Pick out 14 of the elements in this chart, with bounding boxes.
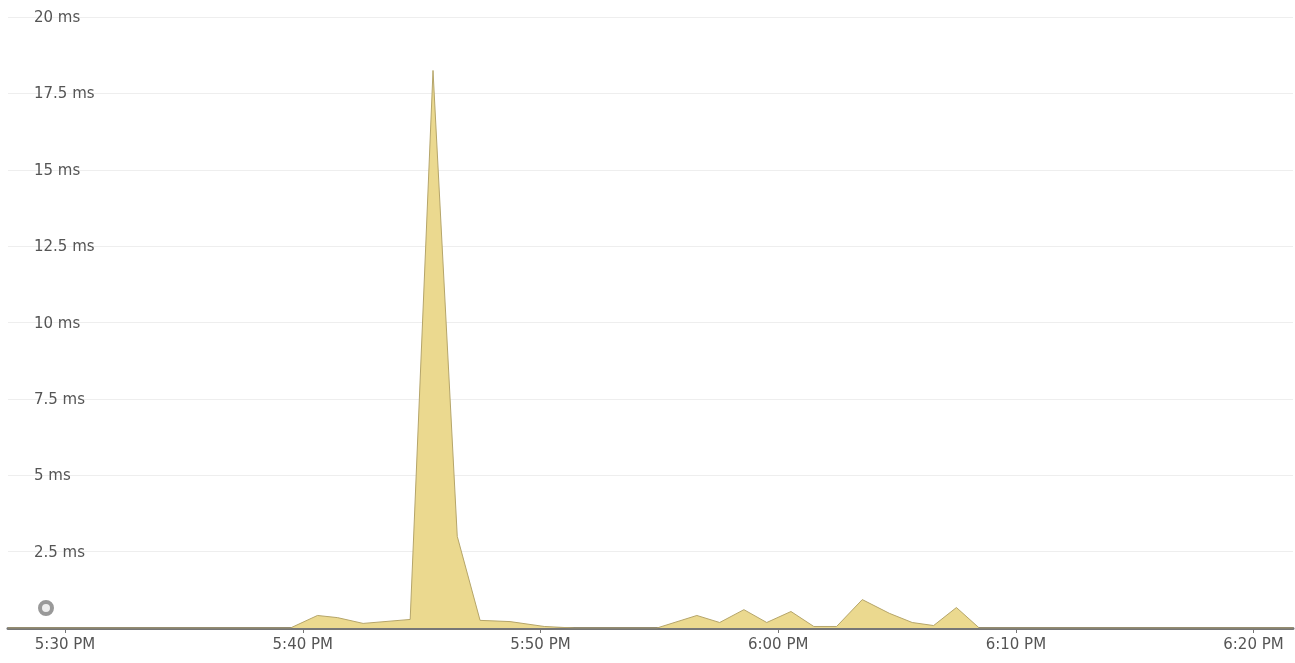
y-tick-label: 15 ms xyxy=(34,160,81,179)
y-tick-label: 20 ms xyxy=(34,8,81,26)
y-tick-label: 12.5 ms xyxy=(34,237,95,256)
x-tick-label: 6:00 PM xyxy=(747,634,809,653)
y-tick-label: 5 ms xyxy=(34,466,71,485)
y-tick-label: 7.5 ms xyxy=(34,389,86,408)
y-tick-label: 2.5 ms xyxy=(34,542,86,561)
x-tick-label: 6:10 PM xyxy=(985,634,1047,653)
y-tick-label: 17.5 ms xyxy=(34,84,95,103)
x-tick-label: 5:50 PM xyxy=(510,634,571,653)
x-tick-label: 5:30 PM xyxy=(34,634,96,653)
x-tick-label: 5:40 PM xyxy=(272,634,334,653)
y-tick-label: 10 ms xyxy=(34,313,81,332)
x-tick-label: 6:20 PM xyxy=(1223,634,1284,653)
